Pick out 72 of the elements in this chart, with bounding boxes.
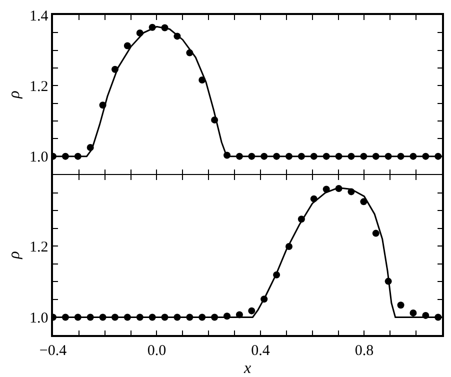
point xyxy=(198,314,206,321)
point xyxy=(422,312,430,319)
point xyxy=(174,32,181,40)
point xyxy=(111,66,118,73)
point xyxy=(136,30,144,37)
point xyxy=(360,198,368,206)
x-axis-title: x xyxy=(242,360,252,377)
point xyxy=(62,152,69,160)
point xyxy=(111,314,118,321)
point xyxy=(422,152,430,160)
point xyxy=(285,152,292,160)
point xyxy=(372,152,380,160)
x-tick-label: 0.8 xyxy=(354,342,374,359)
point xyxy=(322,152,330,160)
point xyxy=(62,314,69,321)
point xyxy=(372,230,380,237)
point xyxy=(124,314,131,321)
point xyxy=(148,314,156,321)
point xyxy=(384,278,392,285)
point xyxy=(174,314,181,321)
point xyxy=(335,152,342,160)
point xyxy=(124,42,131,50)
point xyxy=(99,102,106,109)
point xyxy=(74,314,82,321)
point xyxy=(74,152,82,160)
point xyxy=(148,24,156,31)
point xyxy=(211,116,218,124)
point xyxy=(99,314,106,321)
y-tick-label: 1.0 xyxy=(30,310,48,326)
point xyxy=(248,307,256,314)
point xyxy=(360,152,368,160)
y-tick-label: 1.2 xyxy=(30,239,48,256)
point xyxy=(310,152,318,160)
point xyxy=(236,311,243,318)
y-axis-title: ρ xyxy=(6,90,23,100)
point xyxy=(248,152,256,160)
point xyxy=(236,152,243,160)
point xyxy=(86,314,94,321)
y-tick-label: 1.4 xyxy=(30,8,49,24)
point xyxy=(161,24,168,32)
point xyxy=(136,314,144,321)
point xyxy=(298,152,305,160)
point xyxy=(86,144,94,151)
point xyxy=(335,185,342,192)
point xyxy=(285,242,292,250)
x-tick-label: −0.4 xyxy=(39,342,68,359)
point xyxy=(397,302,404,309)
point xyxy=(273,271,280,278)
y-tick-label: 1.2 xyxy=(30,78,48,95)
point xyxy=(224,312,231,320)
point xyxy=(310,195,318,202)
point xyxy=(211,314,218,321)
point xyxy=(224,152,231,159)
point xyxy=(186,314,194,321)
point xyxy=(348,188,355,196)
point xyxy=(198,76,206,84)
y-axis-title: ρ xyxy=(6,250,23,260)
point xyxy=(161,314,168,321)
point xyxy=(260,152,268,160)
x-tick-label: 0.4 xyxy=(251,342,270,359)
point xyxy=(298,216,305,223)
point xyxy=(384,152,392,160)
x-tick-label: 0.0 xyxy=(147,342,166,359)
y-tick-label: 1.0 xyxy=(30,150,48,166)
point xyxy=(348,152,355,160)
point xyxy=(260,296,268,303)
point xyxy=(397,152,404,160)
point xyxy=(410,309,417,316)
point xyxy=(186,49,194,56)
point xyxy=(322,186,330,193)
point xyxy=(410,152,417,160)
point xyxy=(273,152,280,160)
